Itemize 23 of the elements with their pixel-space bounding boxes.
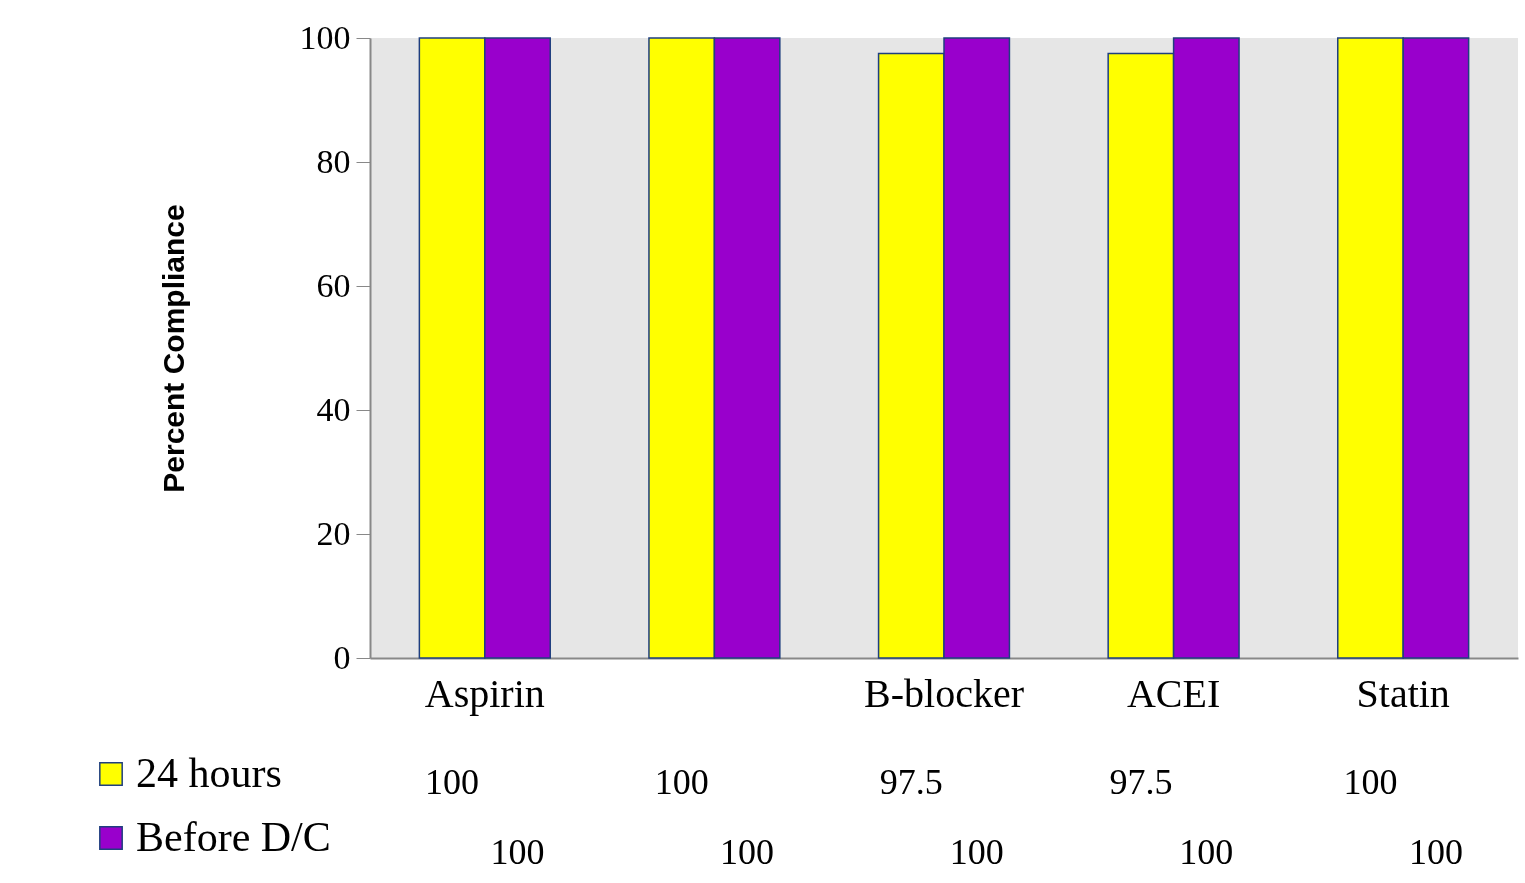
data-label: 100 — [949, 832, 1004, 872]
data-label: 100 — [1408, 832, 1463, 872]
data-label: 100 — [425, 762, 480, 802]
x-tick-label: ACEI — [1126, 670, 1221, 716]
legend-label: 24 hours — [136, 750, 282, 796]
data-label: 100 — [1343, 762, 1398, 802]
data-label: 97.5 — [1109, 762, 1173, 802]
data-label: 100 — [490, 832, 545, 872]
y-tick-label: 60 — [316, 266, 351, 304]
data-label: 100 — [1179, 832, 1234, 872]
x-tick-label: B-blocker — [864, 670, 1024, 716]
x-tick-label: Aspirin — [424, 670, 545, 716]
y-tick-label: 80 — [316, 142, 351, 180]
data-label: 100 — [720, 832, 775, 872]
y-tick-label: 100 — [299, 18, 351, 56]
y-tick-label: 40 — [316, 390, 351, 428]
data-label: 100 — [654, 762, 709, 802]
data-label: 97.5 — [879, 762, 943, 802]
y-axis-title: Percent Compliance — [156, 204, 190, 493]
legend-label: Before D/C — [136, 814, 331, 860]
y-tick-label: 20 — [316, 514, 351, 552]
y-tick-label: 0 — [333, 638, 351, 676]
x-tick-label: Statin — [1356, 670, 1450, 716]
